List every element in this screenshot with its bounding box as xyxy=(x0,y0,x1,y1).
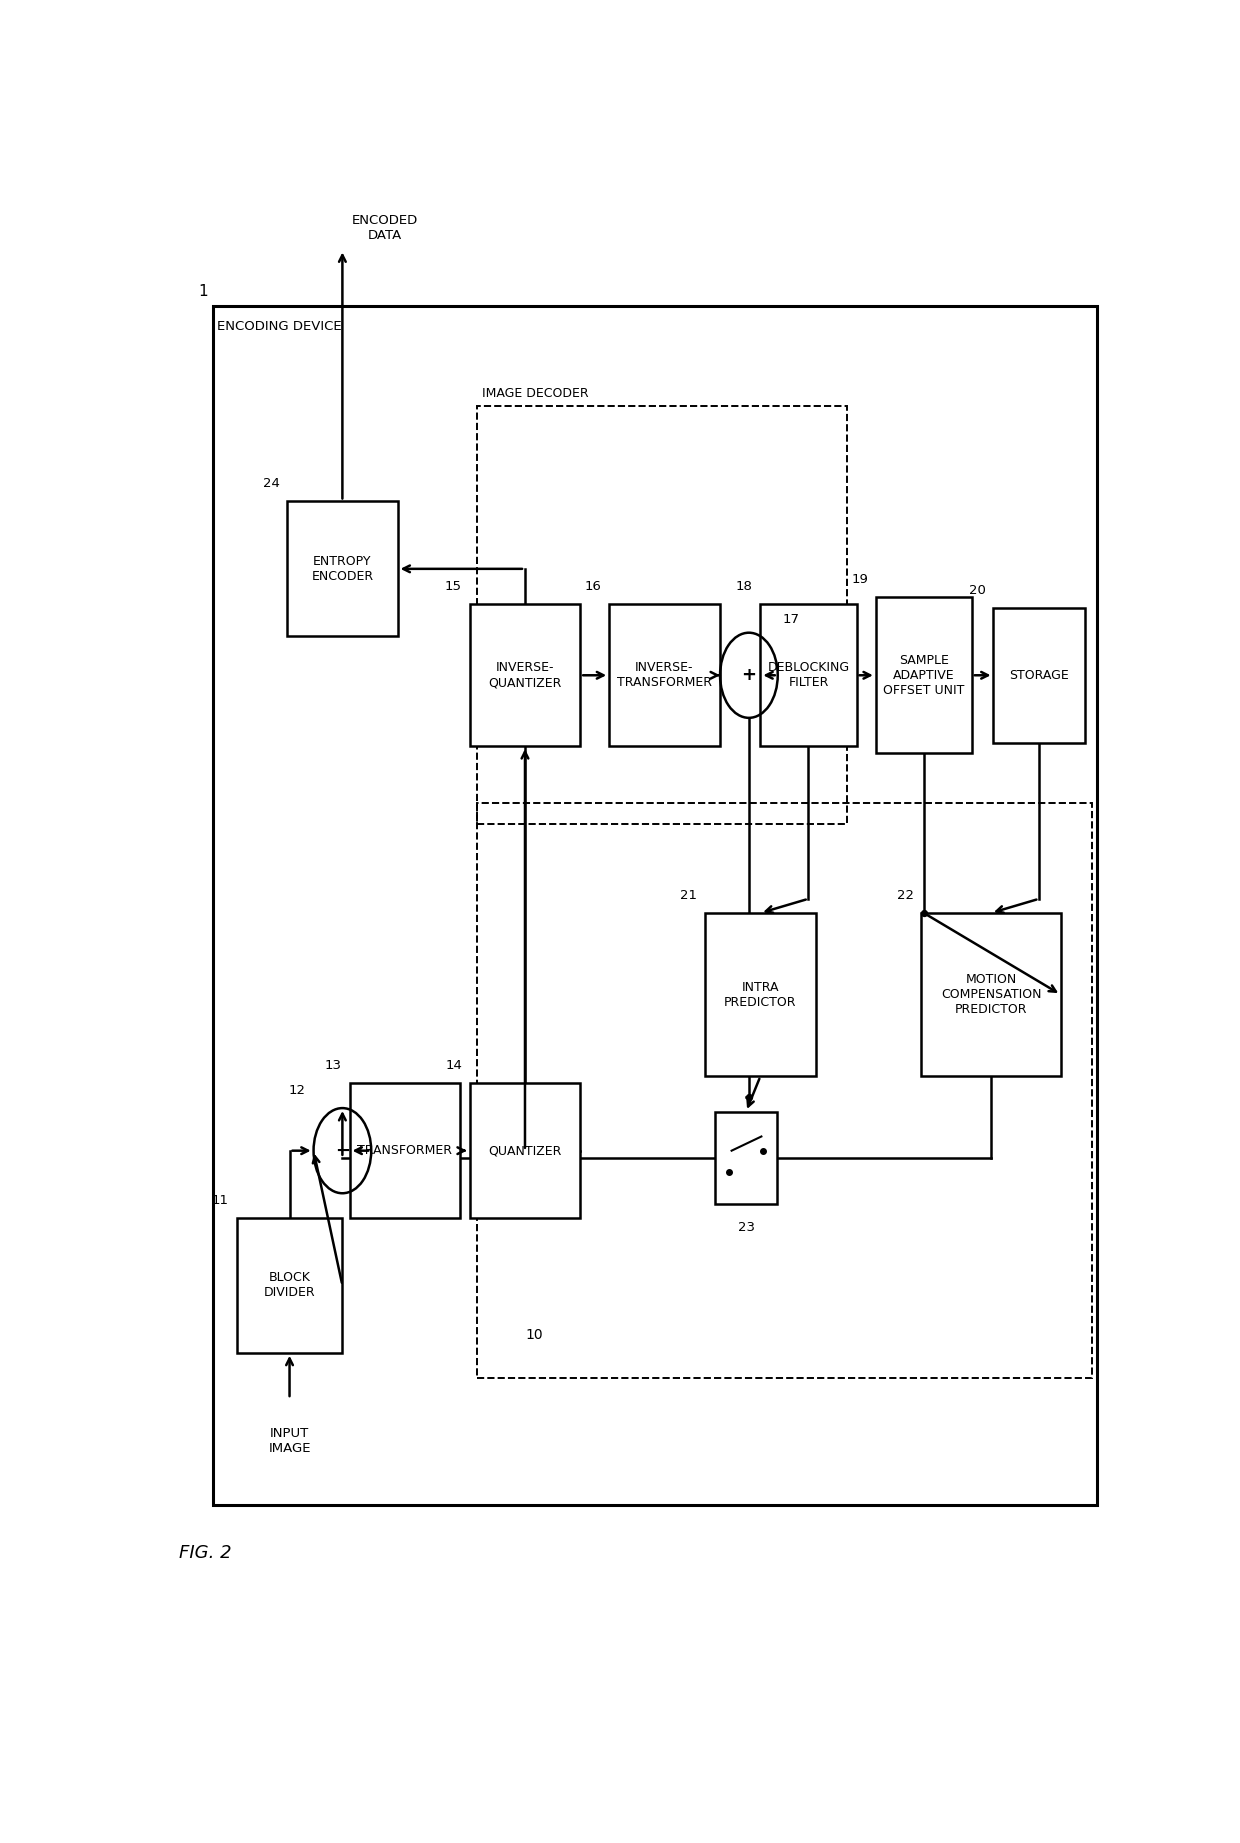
Text: 22: 22 xyxy=(897,888,914,901)
Bar xyxy=(288,501,398,636)
Text: BLOCK
DIVIDER: BLOCK DIVIDER xyxy=(264,1272,315,1299)
Text: 20: 20 xyxy=(968,584,986,597)
Bar xyxy=(714,1111,777,1203)
Text: 15: 15 xyxy=(445,581,463,593)
Text: 14: 14 xyxy=(445,1060,463,1073)
Text: −: − xyxy=(335,1141,350,1159)
Bar xyxy=(921,912,1060,1076)
Bar xyxy=(993,608,1085,743)
Text: MOTION
COMPENSATION
PREDICTOR: MOTION COMPENSATION PREDICTOR xyxy=(941,973,1042,1015)
Text: INPUT
IMAGE: INPUT IMAGE xyxy=(268,1426,311,1456)
Bar xyxy=(477,804,1092,1379)
Bar xyxy=(477,405,847,824)
Text: 17: 17 xyxy=(782,612,800,625)
Bar xyxy=(760,605,857,746)
Text: INVERSE-
QUANTIZER: INVERSE- QUANTIZER xyxy=(489,662,562,689)
Text: +: + xyxy=(742,667,756,684)
Text: 12: 12 xyxy=(289,1084,306,1097)
Bar xyxy=(470,605,580,746)
Text: 1: 1 xyxy=(198,284,208,299)
Bar xyxy=(213,306,1096,1506)
Text: 24: 24 xyxy=(263,477,279,490)
Text: 23: 23 xyxy=(738,1220,754,1235)
Text: SAMPLE
ADAPTIVE
OFFSET UNIT: SAMPLE ADAPTIVE OFFSET UNIT xyxy=(883,654,965,697)
Text: 19: 19 xyxy=(851,573,868,586)
Text: QUANTIZER: QUANTIZER xyxy=(489,1145,562,1157)
Text: INTRA
PREDICTOR: INTRA PREDICTOR xyxy=(724,980,796,1008)
Bar xyxy=(706,912,816,1076)
Text: INVERSE-
TRANSFORMER: INVERSE- TRANSFORMER xyxy=(616,662,712,689)
Text: IMAGE DECODER: IMAGE DECODER xyxy=(481,387,588,400)
Bar xyxy=(875,597,972,754)
Text: STORAGE: STORAGE xyxy=(1009,669,1069,682)
Bar xyxy=(470,1084,580,1218)
Bar xyxy=(237,1218,342,1353)
Text: 13: 13 xyxy=(325,1060,342,1073)
Text: ENCODED
DATA: ENCODED DATA xyxy=(352,214,418,243)
Text: 10: 10 xyxy=(525,1329,543,1342)
Text: ENCODING DEVICE: ENCODING DEVICE xyxy=(217,321,342,334)
Bar xyxy=(350,1084,460,1218)
Bar xyxy=(609,605,719,746)
Text: DEBLOCKING
FILTER: DEBLOCKING FILTER xyxy=(768,662,849,689)
Text: TRANSFORMER: TRANSFORMER xyxy=(357,1145,453,1157)
Text: FIG. 2: FIG. 2 xyxy=(179,1544,232,1563)
Text: 18: 18 xyxy=(735,581,753,593)
Text: ENTROPY
ENCODER: ENTROPY ENCODER xyxy=(311,555,373,582)
Text: 21: 21 xyxy=(681,888,697,901)
Text: 16: 16 xyxy=(584,581,601,593)
Text: 11: 11 xyxy=(212,1194,229,1207)
